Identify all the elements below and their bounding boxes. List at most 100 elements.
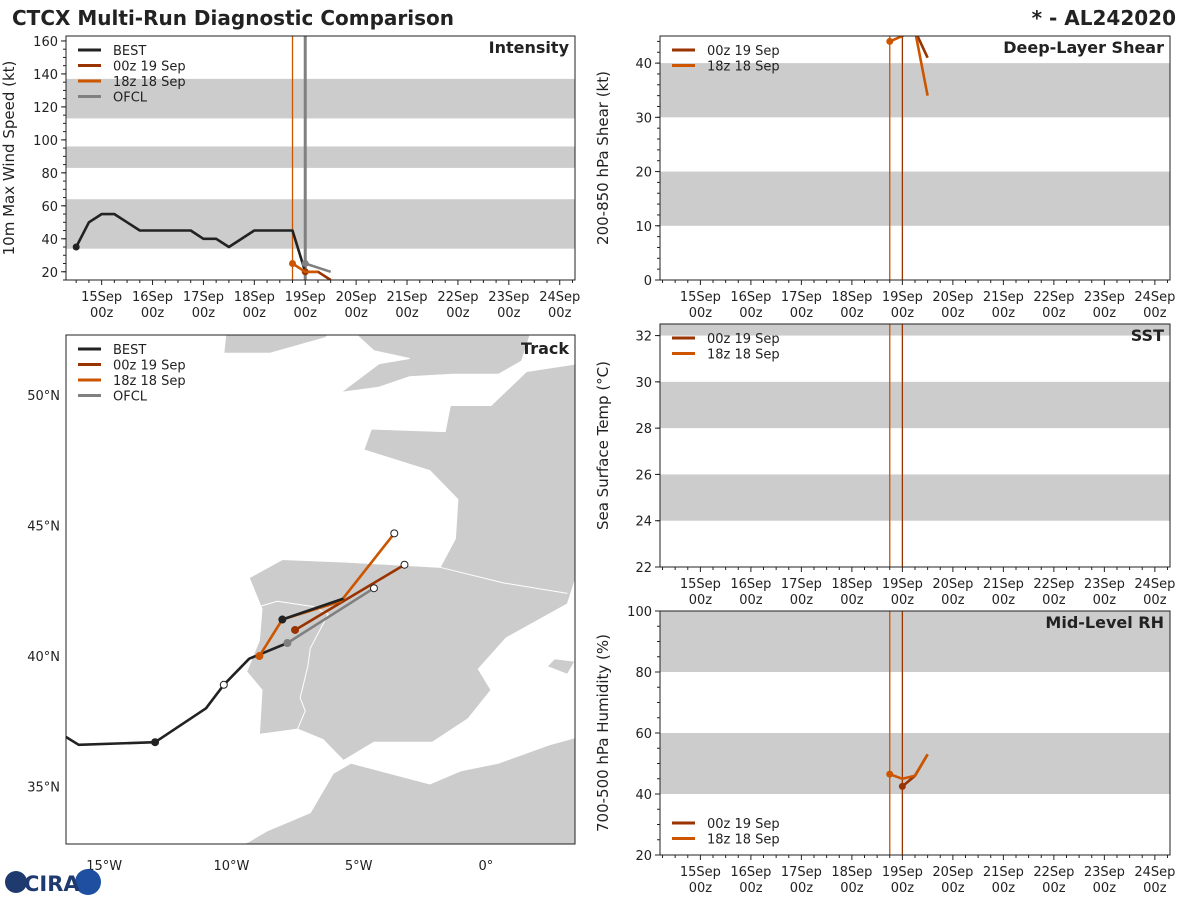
x-tick-hour: 00z <box>294 306 318 321</box>
x-tick-day: 22Sep <box>437 290 478 305</box>
plot-area <box>66 36 575 280</box>
x-tick-hour: 00z <box>840 306 864 321</box>
storm-id: * - AL242020 <box>1032 6 1176 30</box>
panel-title: Deep-Layer Shear <box>1003 38 1164 57</box>
x-tick-hour: 00z <box>739 306 763 321</box>
shade-band <box>660 474 1170 521</box>
legend-label: 18z 18 Sep <box>707 348 780 363</box>
legend-label: 00z 19 Sep <box>113 359 186 374</box>
logo-swirl-icon <box>75 869 101 895</box>
series-start-point <box>899 0 906 2</box>
track-point <box>400 560 409 569</box>
land-mass <box>546 658 575 675</box>
country-border <box>259 600 329 730</box>
x-tick-day: 20Sep <box>932 865 973 880</box>
lat-tick-label: 50°N <box>27 389 60 404</box>
x-tick-hour: 00z <box>1042 306 1066 321</box>
x-tick-hour: 00z <box>992 306 1016 321</box>
x-tick-day: 24Sep <box>1134 865 1175 880</box>
y-tick-label: 24 <box>635 515 652 530</box>
land-mass <box>242 737 575 844</box>
x-tick-hour: 00z <box>1093 306 1117 321</box>
x-tick-day: 18Sep <box>831 577 872 592</box>
series-line <box>304 262 332 274</box>
x-tick-day: 23Sep <box>1084 290 1125 305</box>
shade-band <box>660 171 1170 226</box>
y-tick-label: 100 <box>627 605 652 620</box>
legend-label: OFCL <box>113 390 148 405</box>
x-tick-hour: 00z <box>790 881 814 896</box>
legend-label: 18z 18 Sep <box>707 833 780 848</box>
x-tick-day: 21Sep <box>983 865 1024 880</box>
x-tick-hour: 00z <box>1042 593 1066 608</box>
x-tick-day: 17Sep <box>183 290 224 305</box>
x-tick-hour: 00z <box>446 306 470 321</box>
panel-frame <box>65 35 576 281</box>
panel-shear: 01020304015Sep00z16Sep00z17Sep00z18Sep00… <box>594 0 1175 321</box>
x-tick-hour: 00z <box>992 593 1016 608</box>
x-tick-day: 19Sep <box>882 577 923 592</box>
series-start-point <box>289 260 297 268</box>
y-tick-label: 20 <box>635 849 652 864</box>
x-tick-day: 24Sep <box>1134 290 1175 305</box>
lon-tick-label: 10°W <box>213 859 249 874</box>
panel-frame <box>65 334 576 845</box>
y-tick-label: 60 <box>635 727 652 742</box>
y-tick-label: 120 <box>33 101 58 116</box>
legend-label: BEST <box>113 343 146 358</box>
x-tick-hour: 00z <box>192 306 216 321</box>
x-tick-hour: 00z <box>689 881 713 896</box>
legend-label: 18z 18 Sep <box>113 75 186 90</box>
legend-label: OFCL <box>113 91 148 106</box>
y-tick-label: 28 <box>635 422 652 437</box>
y-tick-label: 30 <box>635 376 652 391</box>
x-tick-hour: 00z <box>689 306 713 321</box>
lon-tick-label: 0° <box>479 859 494 874</box>
track-point <box>291 625 300 634</box>
y-axis-label: 10m Max Wind Speed (kt) <box>0 61 18 256</box>
y-tick-label: 140 <box>33 68 58 83</box>
x-tick-day: 18Sep <box>234 290 275 305</box>
x-tick-day: 23Sep <box>488 290 529 305</box>
panel-intensity: 2040608010012014016015Sep00z16Sep00z17Se… <box>0 35 580 321</box>
legend-label: BEST <box>113 44 146 59</box>
panel-track: 15°W 10°W 5°W 0° 35°N 40°N 45°N 50°N Track BEST00… <box>27 334 576 874</box>
series-line <box>889 36 929 96</box>
x-tick-day: 22Sep <box>1033 865 1074 880</box>
series-line <box>916 36 929 59</box>
shade-band <box>66 146 575 168</box>
y-tick-label: 20 <box>635 166 652 181</box>
shade-band <box>66 199 575 249</box>
x-tick-day: 15Sep <box>81 290 122 305</box>
x-tick-day: 21Sep <box>387 290 428 305</box>
track-point <box>255 652 264 661</box>
y-tick-label: 40 <box>635 788 652 803</box>
y-tick-label: 32 <box>635 330 652 345</box>
shade-band <box>660 63 1170 118</box>
x-tick-day: 22Sep <box>1033 290 1074 305</box>
track-point <box>390 529 399 538</box>
x-tick-day: 15Sep <box>680 290 721 305</box>
x-tick-day: 17Sep <box>781 865 822 880</box>
x-tick-hour: 00z <box>840 881 864 896</box>
x-tick-day: 21Sep <box>983 577 1024 592</box>
series-line <box>291 262 318 274</box>
panel-rh: 2040608010015Sep00z16Sep00z17Sep00z18Sep… <box>594 605 1175 896</box>
land-mass <box>339 335 531 394</box>
x-tick-day: 17Sep <box>781 290 822 305</box>
land-mass <box>246 363 575 762</box>
x-tick-day: 19Sep <box>882 865 923 880</box>
x-tick-hour: 00z <box>790 306 814 321</box>
figure-title: CTCX Multi-Run Diagnostic Comparison <box>12 6 454 30</box>
x-tick-hour: 00z <box>739 593 763 608</box>
x-tick-hour: 00z <box>941 881 965 896</box>
x-tick-hour: 00z <box>1143 881 1167 896</box>
legend-label: 00z 19 Sep <box>707 332 780 347</box>
y-tick-label: 160 <box>33 35 58 50</box>
lat-tick-label: 45°N <box>27 520 60 535</box>
series-start-point <box>301 260 309 268</box>
track-line <box>286 587 375 645</box>
x-tick-day: 21Sep <box>983 290 1024 305</box>
x-tick-hour: 00z <box>548 306 572 321</box>
x-tick-hour: 00z <box>1042 881 1066 896</box>
